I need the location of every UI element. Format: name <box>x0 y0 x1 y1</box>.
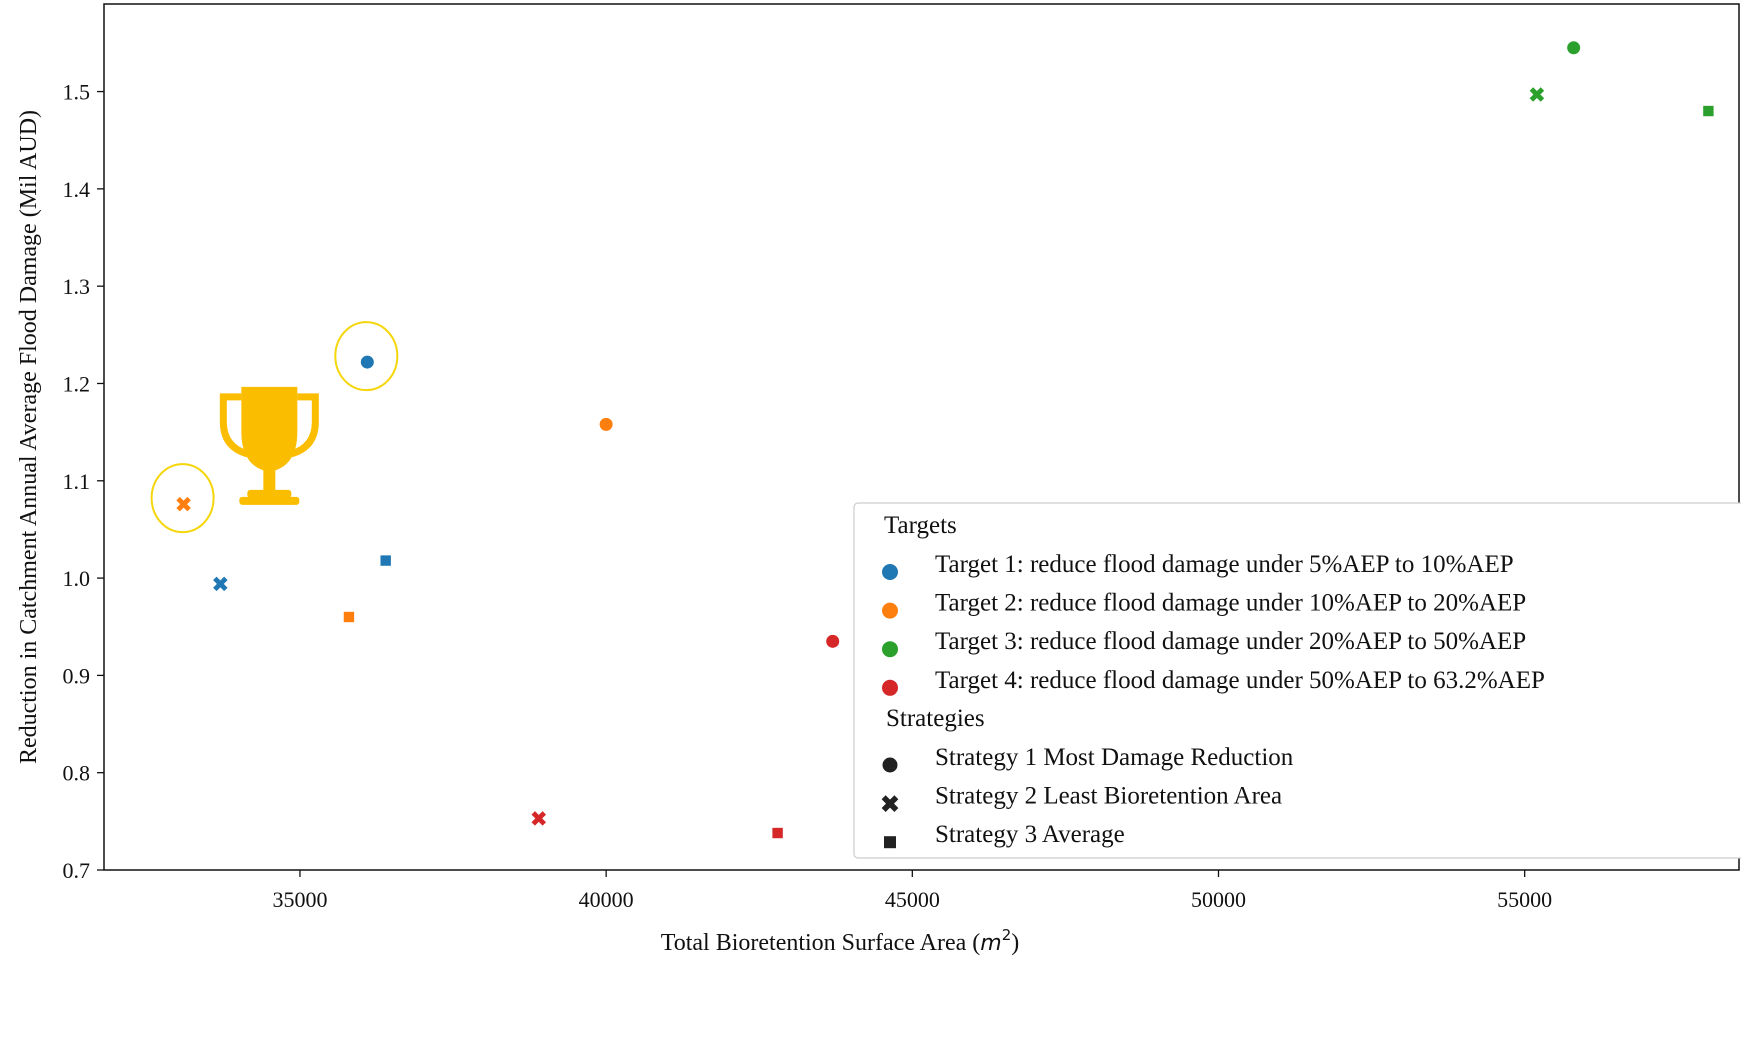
data-point <box>176 496 191 512</box>
y-tick-label: 1.2 <box>63 371 91 396</box>
legend-strategy-marker <box>882 757 898 773</box>
legend-strategy-marker <box>881 795 899 812</box>
trophy-base <box>239 496 300 505</box>
highlight-ellipse <box>150 463 215 534</box>
data-point-stroke-b <box>1529 87 1545 102</box>
x-tick-label: 50000 <box>1191 887 1246 912</box>
legend-target-label: Target 2: reduce flood damage under 10%A… <box>935 590 1526 617</box>
data-point <box>599 417 613 431</box>
highlight-ellipse <box>334 321 399 392</box>
x-axis-title-unit: m <box>980 931 1001 956</box>
x-axis-title-close: ) <box>1011 930 1019 956</box>
data-point-stroke-b <box>213 576 228 592</box>
x-axis-title-text: Total Bioretention Surface Area ( <box>661 930 981 956</box>
trophy-left-handle <box>219 393 249 458</box>
data-points <box>176 41 1714 839</box>
data-point <box>360 355 374 369</box>
data-point-stroke-b <box>531 811 547 826</box>
legend-strategies: Strategy 1 Most Damage Reduction Strategy… <box>881 744 1294 849</box>
legend-targets-title: Targets <box>884 512 957 539</box>
legend-target-marker <box>882 679 898 696</box>
data-point <box>1529 87 1545 102</box>
y-tick-label: 0.7 <box>63 858 91 883</box>
highlight-circles <box>150 321 399 534</box>
legend-target-marker <box>882 602 898 619</box>
y-axis-title: Reduction in Catchment Annual Average Fl… <box>16 110 42 764</box>
y-axis: 0.7 0.8 0.9 1.0 1.1 1.2 1.3 1.4 1.5 <box>63 80 104 883</box>
y-tick-label: 0.9 <box>63 663 91 688</box>
legend-box <box>853 502 1741 859</box>
data-point <box>531 811 547 826</box>
y-tick-label: 1.5 <box>63 80 91 105</box>
legend-strategy-label: Strategy 2 Least Bioretention Area <box>935 783 1282 810</box>
legend-target-label: Target 4: reduce flood damage under 50%A… <box>935 667 1545 694</box>
data-point <box>1567 41 1581 55</box>
legend-strategy-marker-stroke-b <box>881 795 899 812</box>
x-tick-label: 55000 <box>1497 887 1552 912</box>
x-tick-label: 35000 <box>272 887 327 912</box>
data-point <box>772 827 783 839</box>
trophy-cup <box>241 386 298 472</box>
x-axis: 35000 40000 45000 50000 55000 <box>272 870 1552 912</box>
legend-target-label: Target 1: reduce flood damage under 5%AE… <box>935 551 1514 578</box>
x-tick-label: 40000 <box>579 887 634 912</box>
legend-strategies-title: Strategies <box>886 705 985 732</box>
trophy-right-handle <box>290 393 319 458</box>
legend-strategy-label: Strategy 3 Average <box>935 821 1125 848</box>
plot-area <box>103 3 1740 871</box>
data-point <box>380 555 391 566</box>
data-point <box>213 576 228 592</box>
y-tick-label: 1.1 <box>63 469 91 494</box>
trophy-stem <box>263 469 276 492</box>
data-point <box>1703 105 1714 117</box>
legend-strategy-label: Strategy 1 Most Damage Reduction <box>935 744 1294 771</box>
legend-target-marker <box>882 641 898 658</box>
y-tick-label: 1.0 <box>63 566 91 591</box>
x-tick-label: 45000 <box>885 887 940 912</box>
data-point <box>826 634 840 648</box>
legend-target-marker <box>882 564 898 580</box>
legend-targets: Target 1: reduce flood damage under 5%AE… <box>882 551 1545 696</box>
legend-target-label: Target 3: reduce flood damage under 20%A… <box>935 628 1526 655</box>
trophy-base-top <box>247 489 292 498</box>
legend: Targets Target 1: reduce flood damage un… <box>853 502 1741 859</box>
y-tick-label: 1.3 <box>63 274 91 299</box>
x-axis-title-exponent: 2 <box>1002 926 1012 944</box>
y-tick-label: 0.8 <box>63 761 91 786</box>
trophy-icon <box>219 386 319 505</box>
data-point <box>343 611 355 623</box>
x-axis-title: Total Bioretention Surface Area (m2) <box>661 926 1020 956</box>
y-tick-label: 1.4 <box>63 177 91 202</box>
legend-strategy-marker <box>884 836 896 849</box>
data-point-stroke-b <box>176 496 191 512</box>
